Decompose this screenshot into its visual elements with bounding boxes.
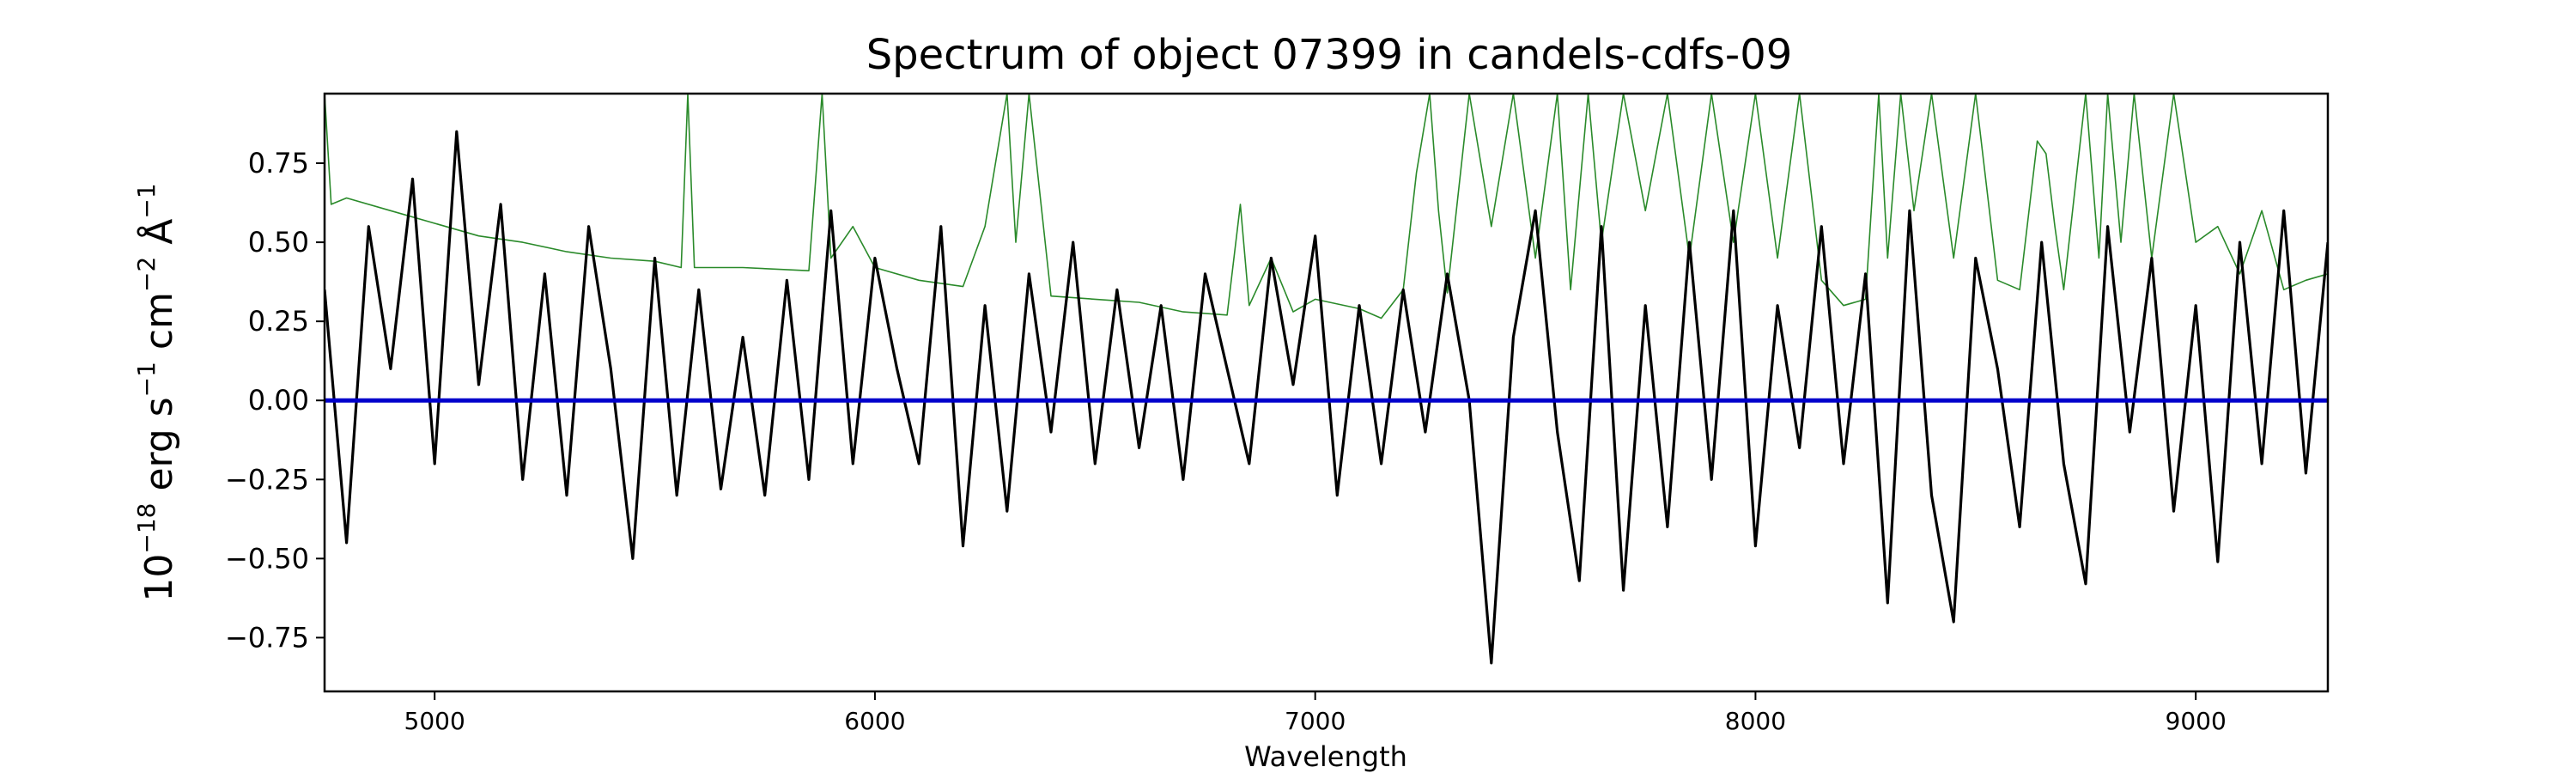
x-tick-label: 6000 (844, 707, 905, 735)
y-tick-label: 0.50 (248, 226, 309, 259)
x-axis-label: Wavelength (1244, 740, 1407, 773)
flux-series-line (325, 130, 2328, 665)
plot-frame (323, 92, 2330, 693)
y-axis: −0.75 −0.50 −0.25 0.00 0.25 0.50 0.75 (225, 147, 325, 654)
x-axis: 5000 6000 7000 8000 9000 (404, 691, 2227, 735)
y-tick-label: −0.75 (225, 621, 309, 654)
y-tick-label: 0.00 (248, 384, 309, 417)
y-axis-label: 10−18 erg s−1 cm−2 Å−1 (132, 183, 181, 601)
x-tick-label: 7000 (1285, 707, 1346, 735)
x-tick-label: 5000 (404, 707, 465, 735)
x-tick-label: 9000 (2166, 707, 2227, 735)
chart-title: Spectrum of object 07399 in candels-cdfs… (866, 31, 1793, 79)
series-layer (325, 94, 2328, 665)
y-tick-label: 0.75 (248, 147, 309, 180)
x-tick-label: 8000 (1725, 707, 1786, 735)
y-tick-label: 0.25 (248, 305, 309, 338)
y-tick-label: −0.25 (225, 463, 309, 496)
error-series-line (325, 94, 2328, 320)
y-tick-label: −0.50 (225, 542, 309, 575)
